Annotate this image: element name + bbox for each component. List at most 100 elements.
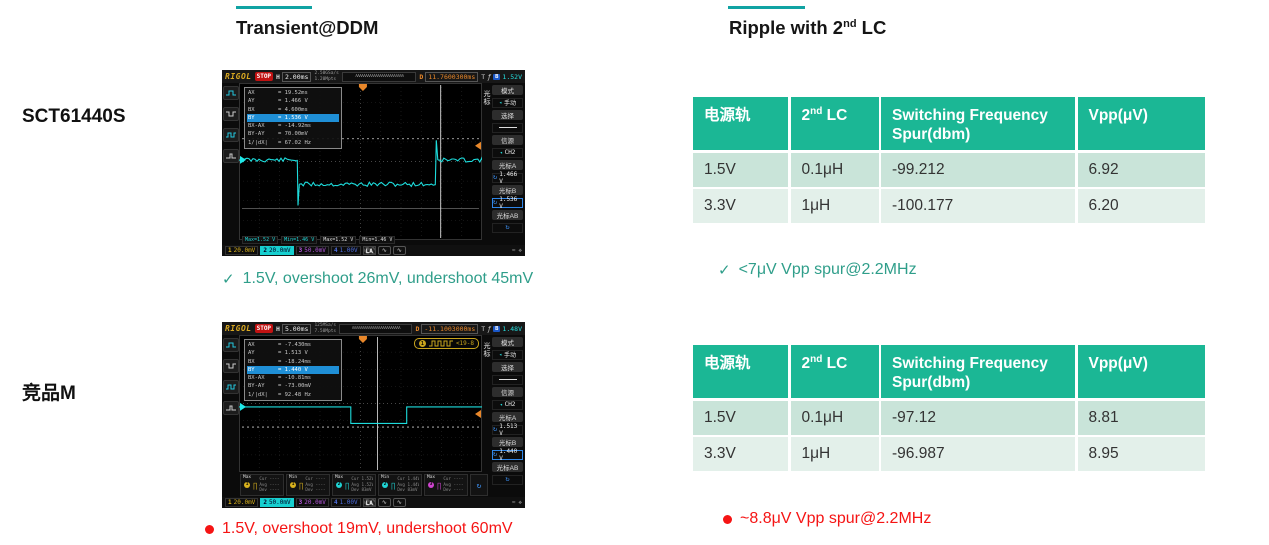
- measurement-tile[interactable]: Max 1 ∏ Cur ---- Avg ---- Dev ----: [240, 474, 284, 496]
- table-cell: -97.12: [881, 400, 1075, 435]
- channel-badge: 1: [290, 481, 297, 488]
- cursor-b-button[interactable]: 光标B: [492, 437, 523, 447]
- channel-status-bar: 1 20.0mV 2 50.0mV 3 20.0mV 4 1.00V LA ∿ ∿ ≈ …: [222, 497, 525, 508]
- note-ripple-sct: ✓ <7μV Vpp spur@2.2MHz: [718, 261, 917, 279]
- channel-badge: 3: [428, 481, 435, 488]
- cursor-ab-button[interactable]: 光标AB: [492, 462, 523, 472]
- cursor-readout-row: AX = 19.52ms: [248, 90, 308, 96]
- pulse-icon[interactable]: [222, 380, 239, 394]
- measurement-tile[interactable]: Max 3 ∏ Cur ---- Avg ---- Dev ----: [424, 474, 468, 496]
- mode-button[interactable]: 模式: [492, 337, 523, 347]
- select-button[interactable]: 选择: [492, 110, 523, 120]
- table-cell: 6.92: [1077, 152, 1205, 187]
- column-header-2nd-lc: 2nd LC: [790, 97, 879, 150]
- table-cell: -100.177: [881, 189, 1075, 223]
- la-digital-tab[interactable]: LA: [362, 246, 376, 255]
- channel-4-tab[interactable]: 4 1.00V: [330, 498, 361, 507]
- waveform-preview-strip[interactable]: ∧∧∧∧∧∧∧∧∧∧∧∧∧∧∧∧∧∧∧∧∧∧∧∧: [341, 71, 417, 82]
- reference-wave-icon[interactable]: ∿: [392, 498, 406, 507]
- measurement-tag: Min=1.46 V: [281, 236, 318, 244]
- scope-graticule: AX = -7.430ms AY = 1.513 V BX = -18.24ms BY = 1…: [239, 335, 482, 472]
- la-digital-tab[interactable]: LA: [362, 498, 376, 507]
- pulse-icon: ∏: [391, 482, 396, 490]
- cursor-readout-row: BX-AX = -10.81ms: [248, 375, 312, 381]
- bus-decode-box: 1 <19-8: [413, 338, 479, 349]
- delay-readout[interactable]: D -11.1003000ms: [415, 323, 479, 334]
- channel-1-tab[interactable]: 1 20.0mV: [225, 246, 259, 255]
- scope-status-bar: RIGOL STOP H 2.00ms 2.50GSa/s 1.20Mpts ∧∧∧…: [222, 70, 525, 83]
- measurement-tag: Max=1.52 V: [320, 236, 357, 244]
- title-text: Ripple with 2: [729, 17, 844, 38]
- section-title-ripple: Ripple with 2nd LC: [729, 17, 886, 39]
- cursor-readout-row: BY = 1.440 V: [247, 365, 339, 374]
- cursor-a-button[interactable]: 光标A: [492, 412, 523, 422]
- delay-readout[interactable]: D 11.7600300ms: [419, 71, 479, 82]
- stop-badge: STOP: [254, 324, 274, 333]
- bus-decode-value: <19-8: [455, 340, 474, 347]
- section-title-transient: Transient@DDM: [236, 17, 379, 38]
- channel-3-tab[interactable]: 3 50.0mV: [295, 246, 329, 255]
- channel-2-tab[interactable]: 2 20.0mV: [260, 246, 294, 255]
- cursor-ab-value: ↻: [492, 222, 523, 233]
- pulse-icon[interactable]: [222, 338, 239, 352]
- waveform-preview-strip[interactable]: ∧∧∧∧∧∧∧∧∧∧∧∧∧∧∧∧∧∧∧∧∧∧∧∧: [339, 323, 413, 334]
- row-label-competitor-m: 竞品M: [22, 383, 76, 404]
- rigol-logo: RIGOL: [225, 72, 252, 81]
- note-text: 1.5V, overshoot 26mV, undershoot 45mV: [242, 270, 534, 287]
- cursor-b-value: ↻ 1.536 V: [492, 196, 523, 210]
- reference-wave-icon[interactable]: ∿: [377, 246, 391, 255]
- mode-button[interactable]: 模式: [492, 85, 523, 95]
- accent-line-left: [236, 6, 312, 9]
- reset-statistics-button[interactable]: ↻: [470, 474, 488, 496]
- reference-wave-icon[interactable]: ∿: [392, 246, 406, 255]
- cursor-measurement-box: AX = 19.52ms AY = 1.466 V BX = 4.600ms BY = 1.5…: [244, 87, 342, 149]
- channel-badge: 2: [382, 481, 389, 488]
- channel-2-tab[interactable]: 2 50.0mV: [260, 498, 294, 507]
- pulse-icon[interactable]: [222, 107, 239, 121]
- cursor-readout-row: 1/|dX| = 92.48 Hz: [248, 391, 312, 398]
- stop-badge: STOP: [254, 72, 274, 81]
- pulse-icon[interactable]: [222, 128, 239, 142]
- table-cell: 8.95: [1077, 437, 1205, 471]
- timebase-readout[interactable]: H 5.00ms: [276, 323, 312, 334]
- rotate-knob-icon: ↻: [493, 198, 498, 206]
- measurement-tile[interactable]: Max 2 ∏ Cur 1.52V Avg 1.52V Dev 83mV: [332, 474, 376, 496]
- sample-rate-readout: 2.50GSa/s 1.20Mpts: [314, 71, 339, 82]
- pulse-icon[interactable]: [222, 86, 239, 100]
- cursor-ab-button[interactable]: 光标AB: [492, 210, 523, 220]
- ripple-table-sct: 电源轨 2nd LC Switching Frequency Spur(dbm)…: [693, 97, 1207, 223]
- source-button[interactable]: 信源: [492, 387, 523, 397]
- timebase-readout[interactable]: H 2.00ms: [276, 71, 312, 82]
- selector-arrow-icon: ◂: [499, 149, 503, 156]
- reference-wave-icon[interactable]: ∿: [377, 498, 391, 507]
- measurement-tile[interactable]: Min 2 ∏ Cur 1.44V Avg 1.44V Dev 83mV: [378, 474, 422, 496]
- selector-arrow-icon: ◂: [498, 99, 502, 106]
- source-value: ◂ CH2: [492, 147, 523, 158]
- measurement-tile[interactable]: Min 1 ∏ Cur ---- Avg ---- Dev ----: [286, 474, 330, 496]
- row-label-sct61440s: SCT61440S: [22, 106, 126, 127]
- pulse-icon[interactable]: [222, 359, 239, 373]
- cursor-b-value: ↻ 1.440 V: [492, 448, 523, 462]
- pulse-icon[interactable]: [222, 149, 239, 163]
- measurement-tiles-row: Max 1 ∏ Cur ---- Avg ---- Dev ---- Min 1 ∏ Cur --…: [240, 474, 488, 496]
- channel-3-tab[interactable]: 3 20.0mV: [295, 498, 329, 507]
- channel-4-tab[interactable]: 4 1.00V: [330, 246, 361, 255]
- source-button[interactable]: 信源: [492, 135, 523, 145]
- channel-1-tab[interactable]: 1 20.0mV: [225, 498, 259, 507]
- pulse-icon[interactable]: [222, 401, 239, 415]
- signal-icon: ≈: [511, 499, 516, 506]
- trigger-slope-icon: ƒ: [487, 324, 492, 333]
- measurement-tags-row: Max=1.52 V Min=1.46 V Max=1.52 V Min=1.46 V: [242, 236, 396, 244]
- cursor-b-button[interactable]: 光标B: [492, 185, 523, 195]
- select-button[interactable]: 选择: [492, 362, 523, 372]
- bullet-icon: [205, 524, 214, 534]
- rotate-knob-icon: ↻: [493, 425, 498, 433]
- square-wave-icon: [428, 340, 453, 346]
- selector-arrow-icon: ◂: [498, 351, 502, 358]
- signal-icon: ≈: [511, 247, 516, 254]
- check-icon: ✓: [718, 262, 731, 279]
- cursor-a-button[interactable]: 光标A: [492, 160, 523, 170]
- rotate-knob-icon: ↻: [505, 223, 510, 231]
